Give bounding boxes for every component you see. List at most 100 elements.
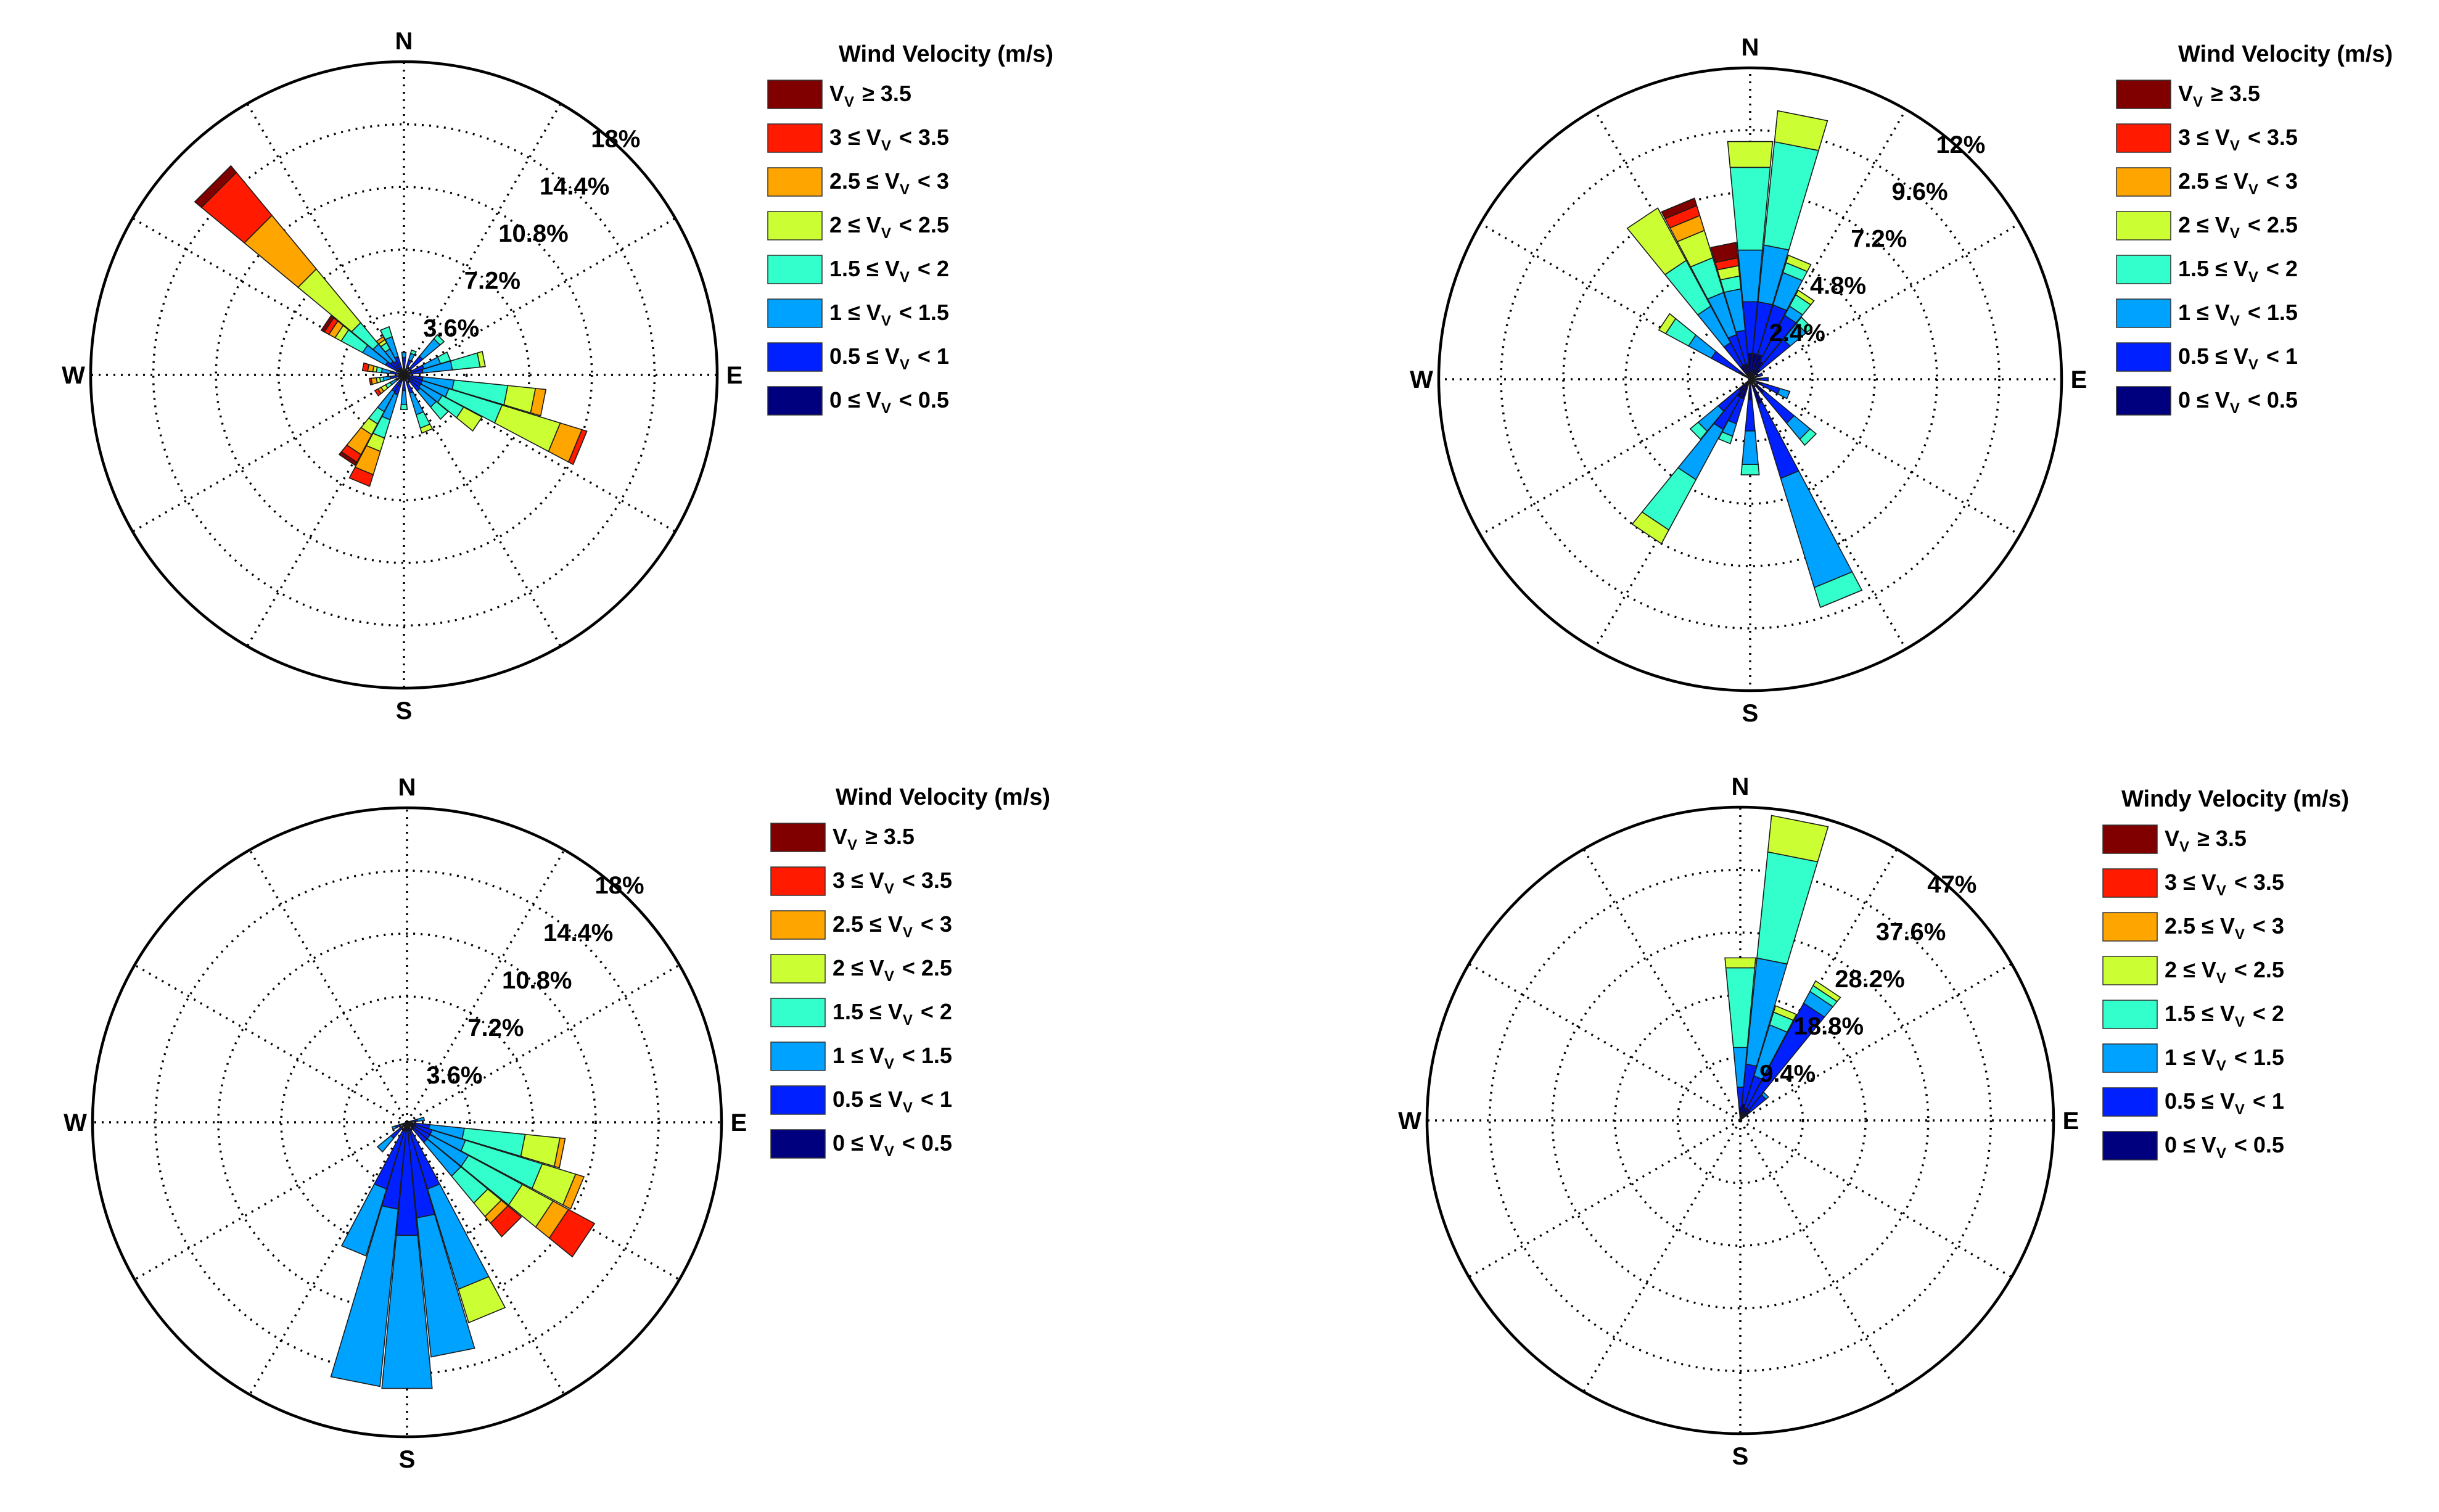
legend-label: 1.5 ≤ VV < 2: [833, 999, 952, 1029]
ring-tick-label: 37.6%: [1876, 918, 1946, 945]
compass-label-e: E: [726, 362, 743, 389]
grid-spoke: [249, 1122, 408, 1395]
legend-label: 1 ≤ VV < 1.5: [2165, 1045, 2284, 1074]
legend-swatch: [2116, 342, 2171, 372]
ring-tick-label: 12%: [1936, 131, 1985, 158]
legend-swatch: [767, 298, 823, 328]
legend-label: 3 ≤ VV < 3.5: [829, 125, 949, 154]
ring-tick-label: 10.8%: [502, 967, 572, 994]
legend-label: 2 ≤ VV < 2.5: [829, 212, 949, 242]
outer-ring: [1425, 805, 2055, 1436]
wind-bar-segment: [1658, 313, 1677, 335]
wind-bar-segment: [381, 1235, 433, 1389]
compass-label-e: E: [731, 1109, 747, 1136]
legend-swatch: [2116, 123, 2171, 153]
legend-label: 2.5 ≤ VV < 3: [2165, 913, 2284, 943]
ring-tick-label: 4.8%: [1810, 273, 1866, 300]
wind-bar-segment: [458, 1276, 506, 1324]
grid-spoke: [403, 103, 562, 376]
ring-tick-label: 18%: [595, 872, 644, 899]
legend-swatch: [767, 211, 823, 240]
legend-swatch: [2116, 80, 2171, 109]
legend-label: 3 ≤ VV < 3.5: [2178, 125, 2298, 154]
wind-bar-segment: [368, 377, 373, 386]
grid-spoke: [1750, 222, 2021, 380]
wind-bar-segment: [1727, 141, 1774, 168]
compass-label-s: S: [399, 1446, 416, 1473]
legend-label: 0.5 ≤ VV < 1: [829, 343, 949, 373]
legend-label: 1.5 ≤ VV < 2: [2178, 256, 2298, 286]
wind-bar-segment: [400, 390, 408, 405]
grid-ring: [1614, 994, 1867, 1247]
grid-ring: [215, 186, 593, 564]
grid-ring: [1500, 129, 2001, 630]
legend-label: 3 ≤ VV < 3.5: [833, 868, 952, 897]
wind-rose-3: 3.6% 7.2% 10.8% 14.4% 18% N E S W: [64, 774, 747, 1473]
grid-spoke: [1740, 1119, 2012, 1278]
wind-bar-segment: [348, 466, 374, 487]
wind-bar-segment: [1785, 254, 1812, 273]
wind-bar-segment: [1724, 957, 1756, 969]
grid-spoke: [403, 374, 562, 647]
wind-bar-segment: [1742, 430, 1759, 466]
wind-bar-segment: [567, 429, 588, 466]
legend-label: 1 ≤ VV < 1.5: [833, 1043, 952, 1072]
legend-swatch: [770, 866, 826, 896]
wind-bar-segment: [1631, 511, 1670, 544]
grid-spoke: [1750, 378, 2021, 536]
grid-spoke: [1749, 379, 1907, 650]
wind-bar-segment: [1796, 316, 1813, 334]
grid-spoke: [134, 1121, 408, 1281]
wind-bar-segment: [340, 1183, 387, 1257]
legend: Wind Velocity (m/s) VV ≥ 3.5 3 ≤ VV < 3.5 2…: [770, 784, 1050, 1160]
legend-swatch: [767, 255, 823, 284]
grid-spoke: [1582, 848, 1742, 1121]
legend-swatch: [770, 998, 826, 1027]
wind-bar-segment: [374, 388, 382, 397]
grid-spoke: [1739, 1120, 1898, 1392]
legend-swatch: [2102, 1131, 2158, 1161]
compass-label-w: W: [64, 1109, 87, 1136]
grid-ring: [340, 311, 468, 439]
legend-label: VV ≥ 3.5: [2165, 826, 2247, 855]
legend-swatch: [770, 1085, 826, 1115]
wind-bar-segment: [1661, 197, 1698, 220]
legend-label: 1.5 ≤ VV < 2: [2165, 1001, 2284, 1030]
wind-bar-segment: [433, 334, 445, 346]
grid-spoke: [403, 217, 676, 376]
compass-label-w: W: [1410, 366, 1433, 393]
legend-swatch: [2116, 255, 2171, 284]
grid-ring: [152, 123, 656, 627]
legend-label: VV ≥ 3.5: [829, 81, 911, 110]
legend-label: 2 ≤ VV < 2.5: [833, 955, 952, 985]
legend-label: 3 ≤ VV < 3.5: [2165, 869, 2284, 899]
legend: Wind Velocity (m/s) VV ≥ 3.5 3 ≤ VV < 3.5 2…: [2116, 41, 2393, 417]
ring-tick-label: 9.4%: [1759, 1060, 1816, 1087]
ring-tick-label: 3.6%: [426, 1062, 482, 1089]
wind-bar-segment: [401, 351, 407, 358]
wind-bar-segment: [430, 401, 449, 420]
legend-label: 2 ≤ VV < 2.5: [2178, 212, 2298, 242]
wind-bar-segment: [401, 357, 406, 367]
wind-bar-segment: [490, 1205, 522, 1238]
legend-label: VV ≥ 3.5: [833, 824, 915, 853]
ring-tick-label: 9.6%: [1891, 178, 1947, 205]
grid-spoke: [246, 103, 405, 376]
legend-label: 1 ≤ VV < 1.5: [2178, 300, 2298, 329]
ring-tick-label: 18%: [591, 126, 640, 153]
grid-ring: [343, 1058, 471, 1186]
outer-ring: [89, 60, 719, 690]
legend-swatch: [767, 386, 823, 416]
wind-bar-segment: [401, 379, 406, 392]
wind-bar-segment: [1717, 431, 1734, 445]
grid-spoke: [134, 964, 408, 1124]
ring-tick-label: 18.8%: [1794, 1013, 1864, 1040]
ring-tick-label: 3.6%: [423, 314, 479, 342]
compass-label-n: N: [1732, 773, 1750, 800]
wind-bar-segment: [409, 349, 417, 356]
compass-label-w: W: [1398, 1107, 1421, 1135]
grid-spoke: [1740, 963, 2012, 1122]
legend-label: 2 ≤ VV < 2.5: [2165, 957, 2284, 987]
legend-label: 2.5 ≤ VV < 3: [833, 911, 952, 941]
